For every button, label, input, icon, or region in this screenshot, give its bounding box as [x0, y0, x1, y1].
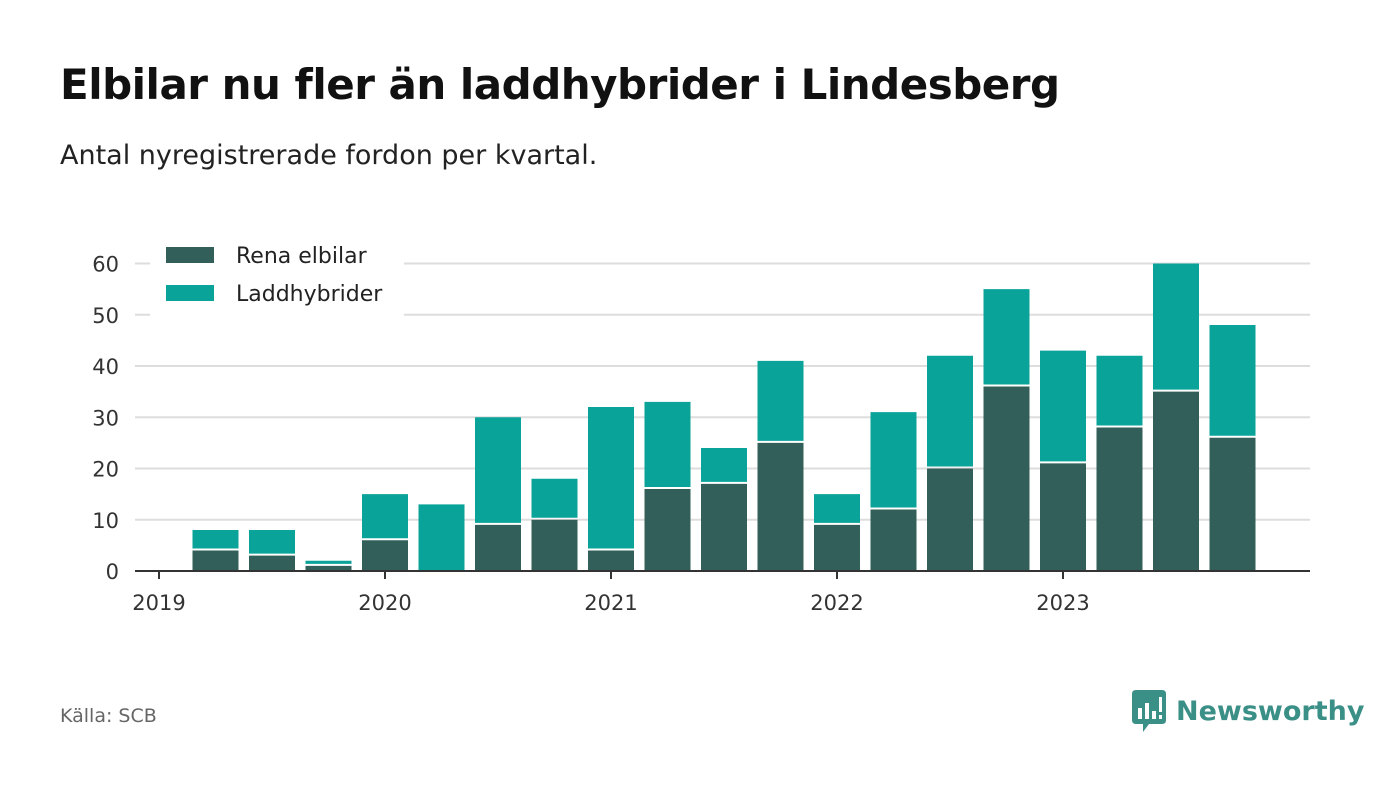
bar-laddhybrider-2022-Q1 [814, 494, 860, 523]
bar-elbilar-2023-Q3 [1153, 391, 1199, 571]
bar-elbilar-2023-Q2 [1096, 427, 1143, 571]
x-tick-label: 2019 [132, 591, 185, 615]
bar-elbilar-2022-Q3 [927, 468, 973, 571]
bar-elbilar-2023-Q1 [1040, 463, 1086, 571]
y-tick-label: 30 [92, 406, 119, 430]
brand-logo: Newsworthy [1132, 690, 1364, 732]
bar-laddhybrider-2023-Q1 [1040, 350, 1086, 462]
source-note: Källa: SCB [60, 705, 157, 727]
legend-label: Rena elbilar [236, 244, 368, 269]
y-tick-label: 20 [92, 458, 119, 482]
bar-elbilar-2021-Q4 [757, 442, 804, 571]
chart-subtitle: Antal nyregistrerade fordon per kvartal. [60, 140, 598, 171]
newsworthy-logo-icon [1132, 690, 1166, 732]
legend-label: Laddhybrider [236, 282, 383, 307]
bar-laddhybrider-2022-Q2 [870, 412, 917, 508]
y-tick-label: 10 [92, 509, 119, 533]
bar-laddhybrider-2023-Q4 [1209, 325, 1256, 436]
axes: 0 10 20 30 40 50 60 2019 2020 2021 2022 2023 [92, 253, 1310, 615]
bar-elbilar-2021-Q3 [701, 483, 747, 571]
bar-elbilar-2022-Q1 [814, 524, 860, 571]
chart-title: Elbilar nu fler än laddhybrider i Lindes… [60, 60, 1060, 109]
x-tick-label: 2020 [358, 591, 411, 615]
bar-elbilar-2021-Q1 [588, 550, 634, 571]
bar-laddhybrider-2019-Q4 [305, 560, 352, 564]
bar-laddhybrider-2019-Q3 [249, 530, 295, 554]
bar-laddhybrider-2022-Q4 [983, 289, 1030, 385]
bar-laddhybrider-2022-Q3 [927, 355, 973, 467]
bar-elbilar-2020-Q1 [362, 540, 408, 571]
bar-elbilar-2023-Q4 [1209, 437, 1256, 571]
bar-laddhybrider-2021-Q2 [644, 401, 691, 487]
legend-swatch [166, 247, 214, 263]
bars [192, 263, 1256, 571]
x-tick-label: 2023 [1036, 591, 1089, 615]
bar-elbilar-2022-Q2 [870, 509, 917, 571]
legend: Rena elbilar Laddhybrider [150, 234, 404, 316]
bar-laddhybrider-2021-Q1 [588, 407, 634, 549]
bar-laddhybrider-2020-Q2 [418, 504, 465, 571]
bar-elbilar-2021-Q2 [644, 489, 691, 571]
y-tick-label: 60 [92, 253, 119, 277]
y-tick-label: 40 [92, 355, 119, 379]
legend-swatch [166, 285, 214, 301]
bar-laddhybrider-2023-Q3 [1153, 263, 1199, 390]
bar-laddhybrider-2020-Q3 [475, 417, 521, 523]
stacked-bar-chart: 0 10 20 30 40 50 60 2019 2020 2021 2022 2023 Rena e… [92, 234, 1310, 615]
bar-elbilar-2022-Q4 [983, 386, 1030, 571]
bar-elbilar-2019-Q2 [192, 550, 239, 571]
x-tick-label: 2021 [584, 591, 637, 615]
bar-laddhybrider-2021-Q3 [701, 448, 747, 482]
x-tick-label: 2022 [810, 591, 863, 615]
bar-laddhybrider-2021-Q4 [757, 360, 804, 441]
bar-laddhybrider-2023-Q2 [1096, 355, 1143, 426]
bar-elbilar-2019-Q4 [305, 565, 352, 571]
bar-elbilar-2019-Q3 [249, 555, 295, 571]
brand-name: Newsworthy [1176, 695, 1365, 727]
bar-elbilar-2020-Q4 [531, 519, 578, 571]
bar-laddhybrider-2019-Q2 [192, 530, 239, 549]
bar-elbilar-2020-Q3 [475, 524, 521, 571]
bar-laddhybrider-2020-Q4 [531, 478, 578, 518]
y-tick-label: 0 [106, 560, 119, 584]
y-tick-label: 50 [92, 304, 119, 328]
bar-laddhybrider-2020-Q1 [362, 494, 408, 539]
